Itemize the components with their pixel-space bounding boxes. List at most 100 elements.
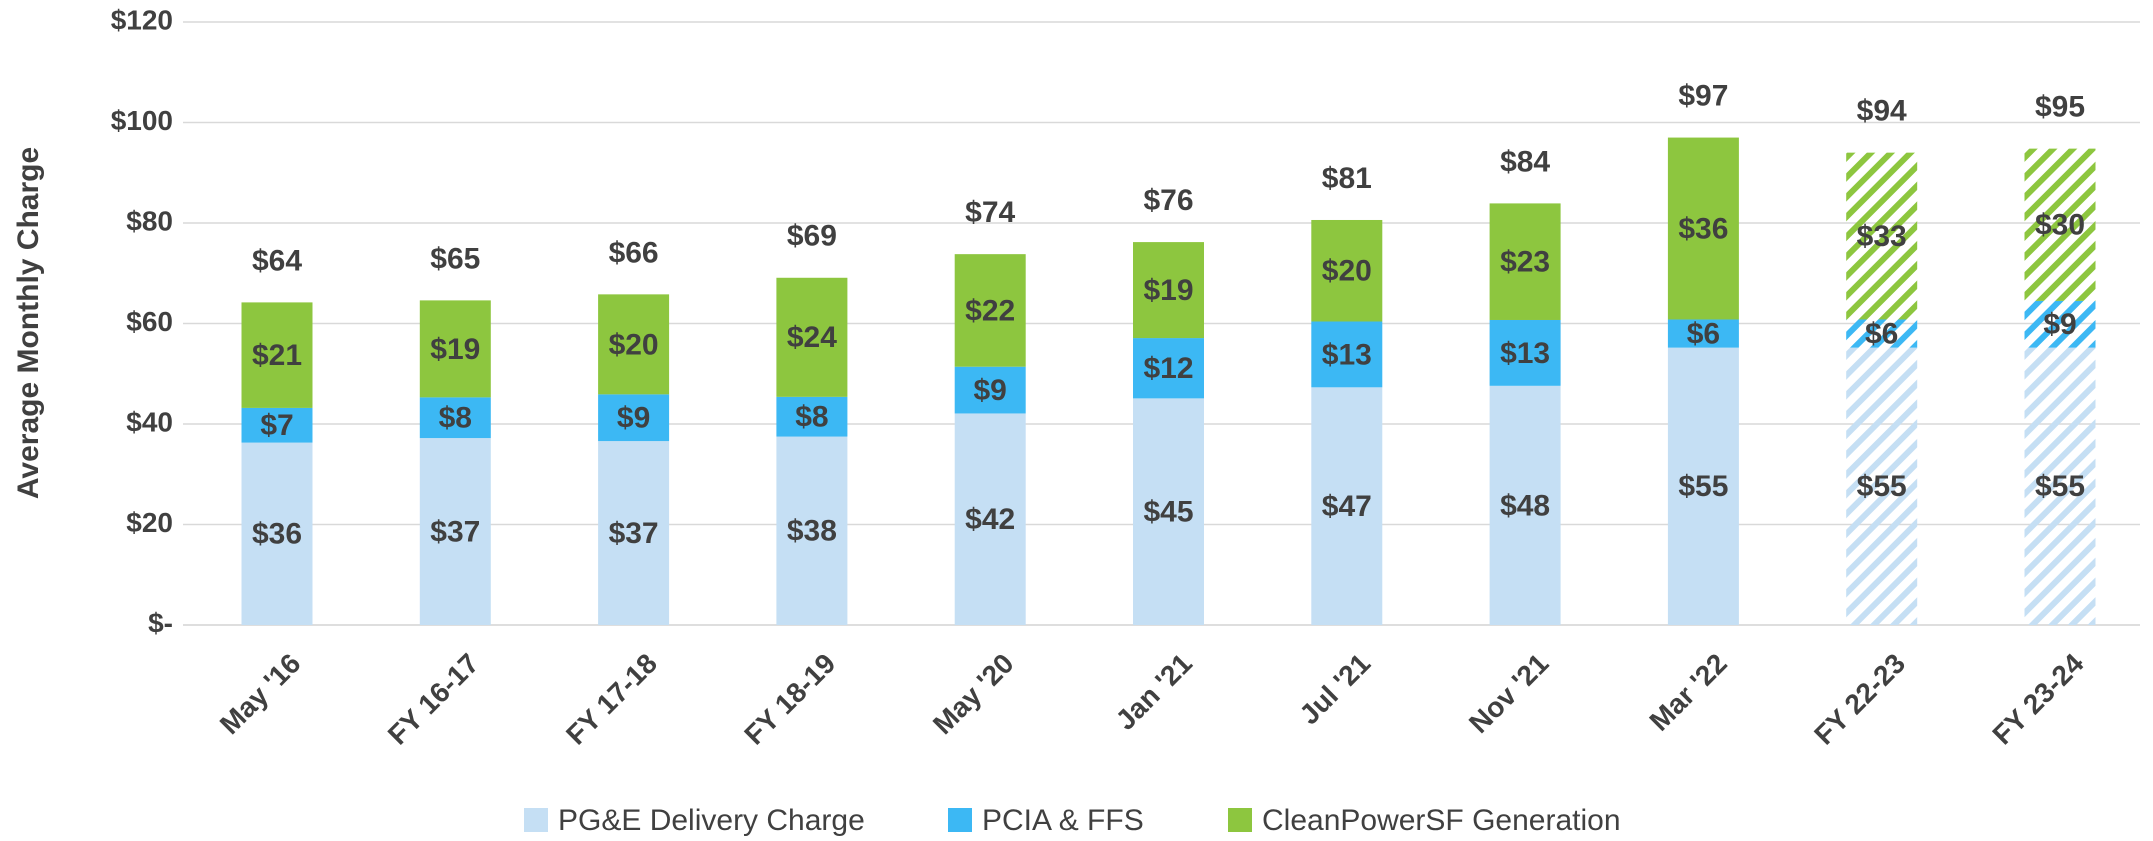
data-label: $9 <box>2043 308 2076 341</box>
data-label: $12 <box>1143 352 1193 385</box>
bar-segment <box>2024 148 2096 301</box>
bar-segment <box>954 254 1026 367</box>
data-label: $30 <box>2035 209 2085 242</box>
bar-segment <box>1846 319 1918 348</box>
bar-segment <box>2024 347 2096 625</box>
y-tick-label: $80 <box>126 205 173 236</box>
bar-segment <box>598 394 670 442</box>
bar-segment <box>419 438 491 625</box>
bar-segment <box>1133 242 1204 339</box>
data-label: $13 <box>1500 337 1550 370</box>
data-label: $7 <box>260 409 293 442</box>
data-label: $45 <box>1143 496 1193 529</box>
data-label: $37 <box>430 515 480 548</box>
bar-segment <box>241 302 313 408</box>
data-label: $21 <box>252 339 302 372</box>
legend-label: PG&E Delivery Charge <box>558 804 865 837</box>
bar-segment <box>241 407 313 443</box>
data-label: $47 <box>1322 490 1372 523</box>
y-tick-label: $40 <box>126 406 173 437</box>
legend-label: CleanPowerSF Generation <box>1262 804 1621 837</box>
data-label: $9 <box>974 374 1007 407</box>
bar-segment <box>419 397 491 439</box>
x-tick-label: Jan '21 <box>1110 648 1198 736</box>
y-tick-label: $100 <box>111 105 173 136</box>
bar-segment <box>1311 219 1383 322</box>
bar-segment <box>1667 137 1739 320</box>
total-label: $66 <box>609 236 659 269</box>
data-label: $13 <box>1322 338 1372 371</box>
y-tick-label: $- <box>148 607 173 638</box>
bar-segment <box>1489 385 1561 625</box>
x-tick-label: FY 16-17 <box>382 648 485 751</box>
bar-segment <box>1311 387 1383 625</box>
total-label: $69 <box>787 220 837 253</box>
total-label: $84 <box>1500 145 1550 178</box>
bar-segment <box>598 294 670 395</box>
x-tick-label: Jul '21 <box>1294 648 1377 731</box>
data-label: $38 <box>787 515 837 548</box>
data-label: $48 <box>1500 489 1550 522</box>
data-label: $8 <box>795 401 828 434</box>
data-label: $42 <box>965 503 1015 536</box>
bar-segment <box>1667 319 1739 348</box>
data-label: $24 <box>787 321 837 354</box>
data-label: $37 <box>609 517 659 550</box>
data-label: $6 <box>1865 317 1898 350</box>
data-label: $36 <box>252 518 302 551</box>
x-tick-label: FY 22-23 <box>1808 648 1911 751</box>
y-tick-label: $20 <box>126 507 173 538</box>
bar-segment <box>1489 203 1561 320</box>
x-tick-label: May '16 <box>214 648 307 741</box>
data-label: $20 <box>609 328 659 361</box>
data-label: $8 <box>439 402 472 435</box>
data-label: $20 <box>1322 255 1372 288</box>
data-label: $55 <box>2035 470 2085 503</box>
bar-segment <box>1667 347 1739 625</box>
bar-segment <box>2024 300 2096 348</box>
total-label: $95 <box>2035 91 2085 124</box>
x-tick-label: FY 17-18 <box>560 648 663 751</box>
x-tick-label: FY 23-24 <box>1986 647 2089 750</box>
bar-segment <box>241 442 313 625</box>
bar-segment <box>776 396 848 437</box>
x-tick-label: Mar '22 <box>1644 648 1733 737</box>
data-label: $6 <box>1687 317 1720 350</box>
bar-segment <box>1846 152 1918 320</box>
bar-segment <box>776 436 848 625</box>
total-label: $74 <box>965 196 1015 229</box>
bar-segment <box>1846 347 1918 625</box>
x-tick-label: May '20 <box>927 648 1020 741</box>
data-label: $9 <box>617 402 650 435</box>
data-label: $19 <box>430 333 480 366</box>
data-label: $23 <box>1500 246 1550 279</box>
bar-segment <box>954 366 1026 414</box>
bar-segment <box>1311 321 1383 388</box>
x-tick-label: Nov '21 <box>1463 648 1555 740</box>
total-label: $94 <box>1857 95 1907 128</box>
total-label: $81 <box>1322 162 1372 195</box>
data-label: $19 <box>1143 274 1193 307</box>
y-axis-title: Average Monthly Charge <box>12 147 45 499</box>
bar-segment <box>1133 398 1204 625</box>
total-label: $76 <box>1143 184 1193 217</box>
total-label: $65 <box>430 242 480 275</box>
data-label: $55 <box>1678 470 1728 503</box>
bar-segment <box>1489 319 1561 386</box>
data-label: $22 <box>965 294 1015 327</box>
legend-swatch <box>1228 808 1252 832</box>
bar-segment <box>1133 338 1204 399</box>
data-label: $55 <box>1857 470 1907 503</box>
data-label: $36 <box>1678 212 1728 245</box>
bar-segment <box>776 277 848 397</box>
x-tick-label: FY 18-19 <box>738 648 841 751</box>
legend-swatch <box>524 808 548 832</box>
total-label: $97 <box>1678 79 1728 112</box>
total-label: $64 <box>252 244 302 277</box>
y-tick-label: $60 <box>126 306 173 337</box>
bar-segment <box>954 413 1026 625</box>
bar-segment <box>419 300 491 398</box>
data-label: $33 <box>1857 220 1907 253</box>
legend-label: PCIA & FFS <box>982 804 1144 837</box>
